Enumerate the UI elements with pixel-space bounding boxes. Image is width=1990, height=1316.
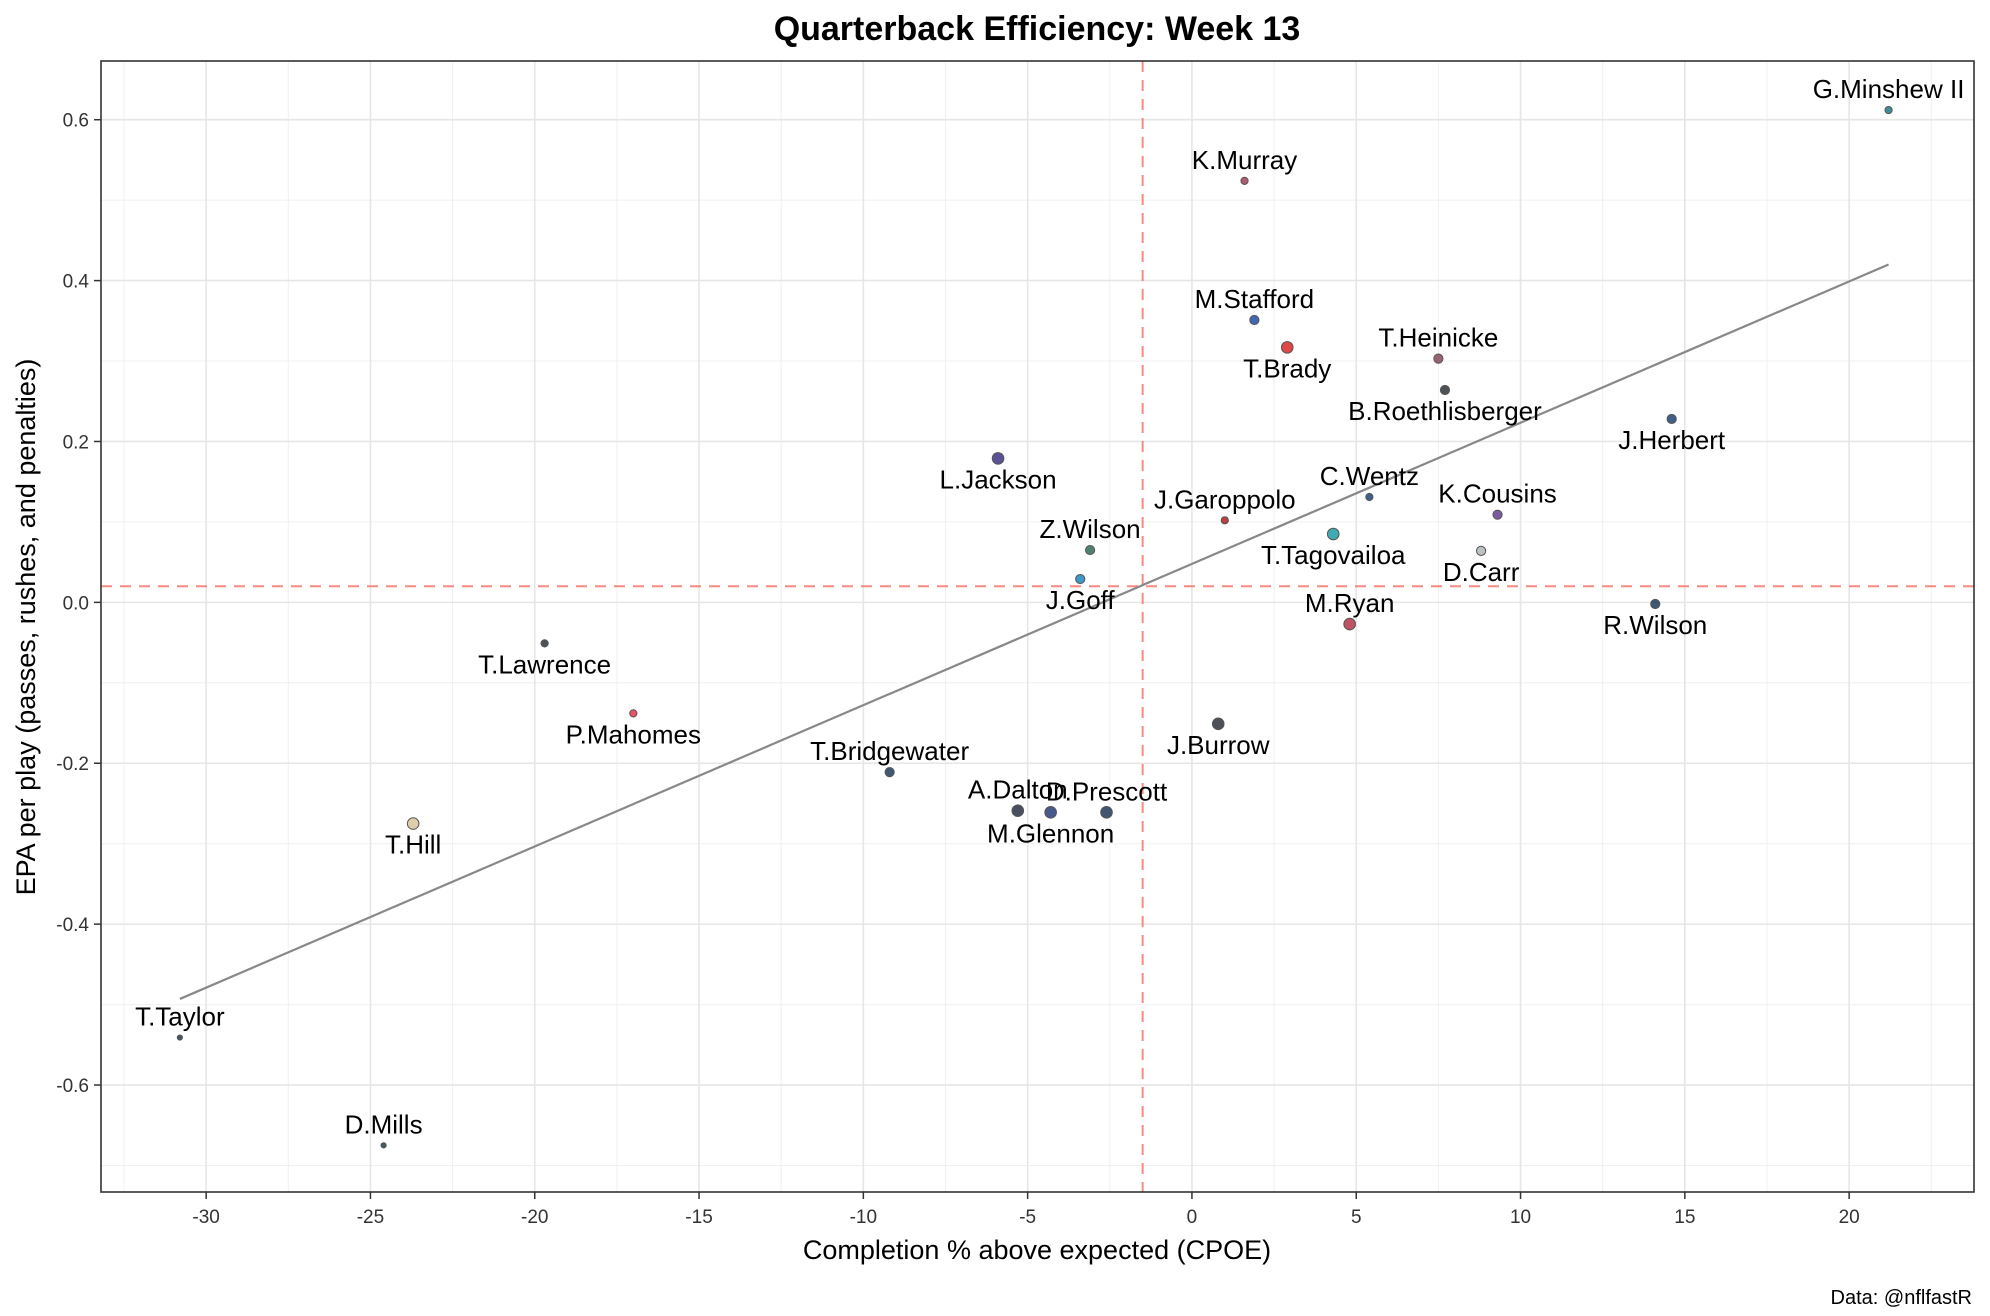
point-label-m-stafford: M.Stafford [1195, 284, 1314, 314]
y-tick-label: 0.6 [63, 111, 89, 132]
y-tick-label: 0.4 [63, 272, 90, 293]
point-label-j-burrow: J.Burrow [1167, 730, 1270, 760]
point-t-heinicke [1433, 353, 1444, 364]
point-label-t-brady: T.Brady [1243, 353, 1331, 383]
point-d-mills [380, 1142, 387, 1149]
y-tick-label: -0.2 [56, 754, 89, 775]
point-label-l-jackson: L.Jackson [940, 464, 1057, 494]
point-label-d-mills: D.Mills [345, 1109, 423, 1139]
point-label-k-cousins: K.Cousins [1438, 479, 1557, 509]
point-r-wilson [1650, 598, 1661, 610]
point-label-j-garoppolo: J.Garoppolo [1154, 484, 1296, 514]
point-label-m-glennon: M.Glennon [987, 818, 1114, 848]
x-tick-label: 0 [1187, 1207, 1198, 1228]
point-label-t-heinicke: T.Heinicke [1378, 323, 1498, 353]
point-a-dalton [1011, 804, 1025, 818]
point-label-t-lawrence: T.Lawrence [478, 649, 611, 679]
points-layer [176, 105, 1893, 1149]
trend-line [179, 263, 1889, 1000]
point-k-cousins [1492, 509, 1503, 520]
point-label-a-dalton: A.Dalton [968, 775, 1068, 805]
y-axis-title: EPA per play (passes, rushes, and penalt… [11, 359, 41, 896]
point-p-mahomes [629, 709, 638, 718]
point-label-t-bridgewater: T.Bridgewater [810, 736, 969, 766]
point-labels-layer: G.Minshew II K.Murray M.Stafford T.Brady T.H… [135, 74, 1964, 1139]
x-tick-label: -5 [1019, 1207, 1036, 1228]
x-tick-label: 5 [1351, 1207, 1362, 1228]
x-tick-label: -25 [357, 1207, 384, 1228]
point-l-jackson [991, 452, 1005, 465]
point-label-r-wilson: R.Wilson [1603, 610, 1707, 640]
point-label-g-minshew-ii: G.Minshew II [1813, 74, 1965, 104]
y-tick-label: 0.2 [63, 432, 89, 453]
data-caption: Data: @nflfastR [1831, 1287, 1972, 1309]
point-g-minshew-ii [1884, 105, 1893, 115]
point-d-carr [1476, 545, 1487, 556]
y-tick-label: -0.4 [56, 915, 89, 936]
x-tick-label: 10 [1510, 1207, 1531, 1228]
point-d-prescott [1100, 806, 1113, 819]
point-b-roethlisberger [1439, 384, 1451, 396]
x-tick-label: 15 [1674, 1207, 1695, 1228]
point-t-lawrence [540, 639, 549, 648]
point-t-hill [406, 817, 420, 830]
point-t-bridgewater [884, 766, 895, 778]
reference-lines [101, 61, 1974, 1192]
point-label-b-roethlisberger: B.Roethlisberger [1348, 396, 1542, 426]
point-z-wilson [1084, 544, 1096, 556]
point-label-z-wilson: Z.Wilson [1040, 514, 1141, 544]
point-c-wentz [1365, 492, 1374, 502]
point-k-murray [1240, 176, 1249, 185]
axis-ticks-layer: -30 -25 -20 -15 -10 -5 0 5 10 15 20 -0.6 -0.4 -0.2 0.0… [56, 111, 1859, 1228]
y-tick-label: -0.6 [56, 1076, 89, 1097]
point-j-burrow [1211, 717, 1225, 731]
x-tick-label: -10 [850, 1207, 877, 1228]
point-label-k-murray: K.Murray [1192, 145, 1297, 175]
point-label-d-carr: D.Carr [1443, 557, 1520, 587]
grid-layer [101, 61, 1974, 1192]
point-label-c-wentz: C.Wentz [1320, 461, 1419, 491]
point-label-t-taylor: T.Taylor [135, 1002, 225, 1032]
point-label-t-hill: T.Hill [385, 830, 441, 860]
point-j-goff [1075, 573, 1086, 585]
point-m-glennon [1044, 806, 1057, 819]
point-j-garoppolo [1220, 516, 1229, 525]
point-m-stafford [1249, 314, 1260, 326]
point-label-d-prescott: D.Prescott [1046, 776, 1168, 806]
point-label-j-herbert: J.Herbert [1618, 425, 1726, 455]
point-t-brady [1280, 341, 1294, 354]
point-label-p-mahomes: P.Mahomes [566, 719, 701, 749]
x-tick-label: -15 [685, 1207, 712, 1228]
point-label-m-ryan: M.Ryan [1305, 588, 1395, 618]
point-t-tagovailoa [1326, 527, 1340, 541]
plot-panel-border [100, 60, 1975, 1193]
point-m-ryan [1343, 617, 1356, 631]
x-tick-label: -20 [521, 1207, 548, 1228]
point-t-taylor [176, 1034, 183, 1041]
trend-line-layer [179, 263, 1889, 1000]
chart-title: Quarterback Efficiency: Week 13 [774, 10, 1301, 48]
y-tick-label: 0.0 [63, 593, 89, 614]
point-j-herbert [1666, 413, 1677, 425]
x-axis-title: Completion % above expected (CPOE) [803, 1235, 1271, 1265]
x-tick-label: 20 [1839, 1207, 1860, 1228]
x-tick-label: -30 [192, 1207, 219, 1228]
point-label-t-tagovailoa: T.Tagovailoa [1261, 540, 1406, 570]
point-label-j-goff: J.Goff [1046, 585, 1116, 615]
